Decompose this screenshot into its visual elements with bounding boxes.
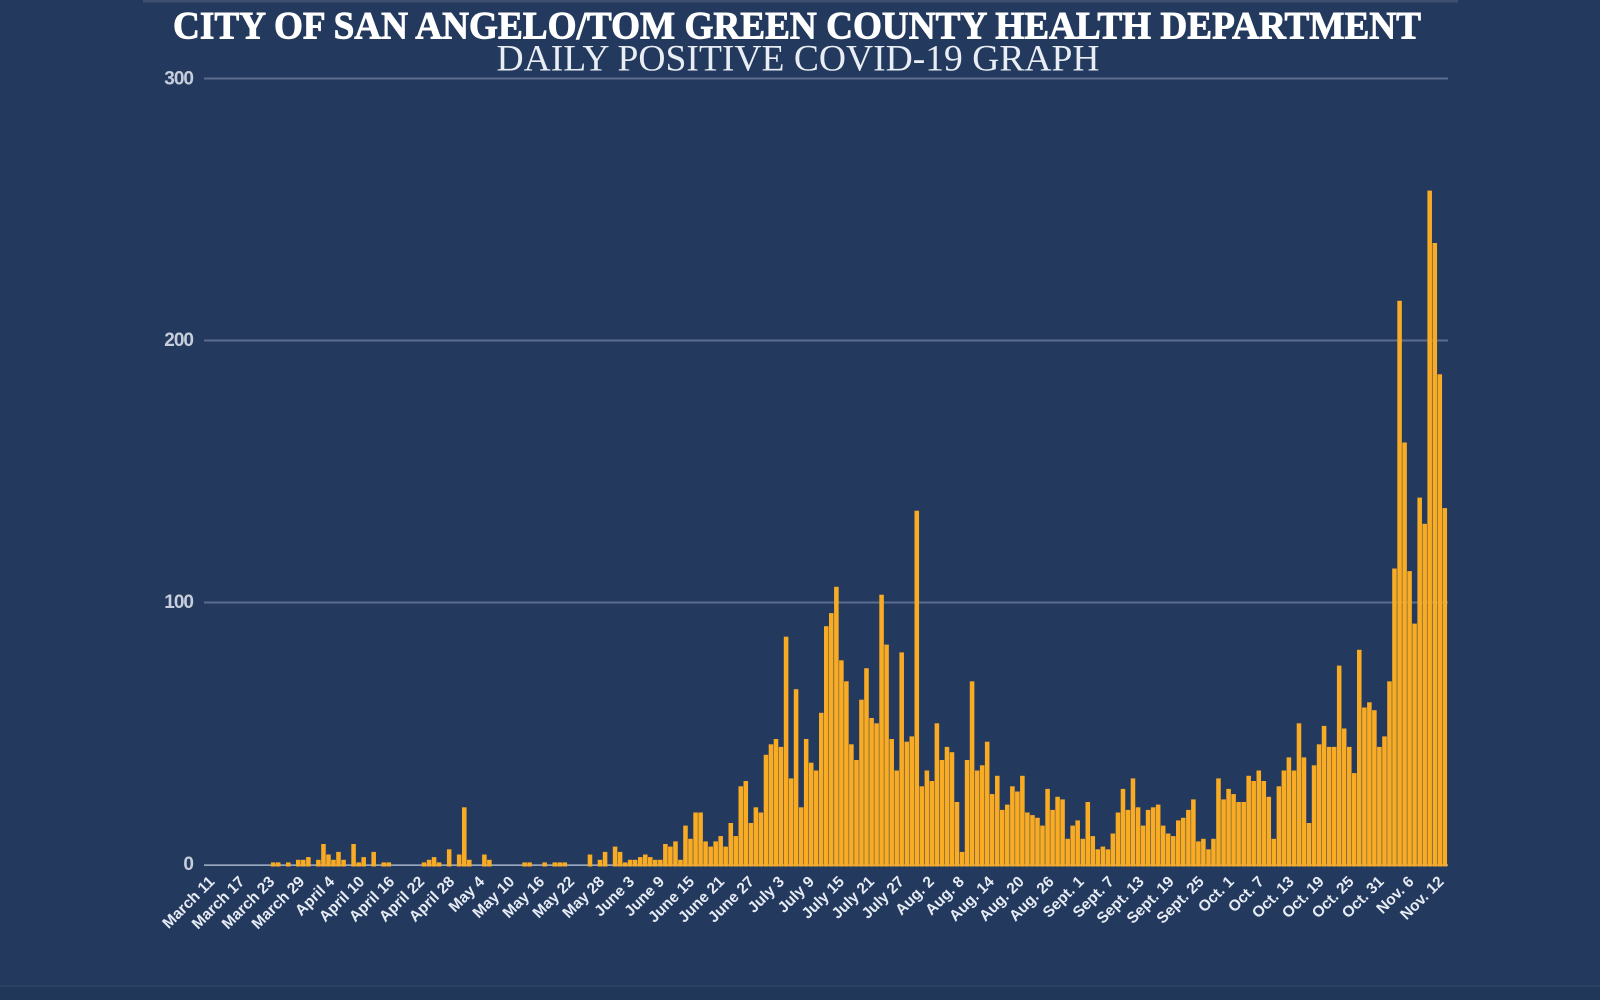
svg-text:300: 300 (164, 68, 193, 89)
svg-text:100: 100 (164, 592, 193, 613)
svg-text:CITY OF SAN ANGELO/TOM GREEN C: CITY OF SAN ANGELO/TOM GREEN COUNTY HEAL… (173, 4, 1421, 48)
svg-text:DAILY POSITIVE COVID-19 GRAPH: DAILY POSITIVE COVID-19 GRAPH (497, 38, 1100, 79)
svg-text:0: 0 (183, 854, 193, 875)
svg-text:200: 200 (164, 330, 193, 351)
